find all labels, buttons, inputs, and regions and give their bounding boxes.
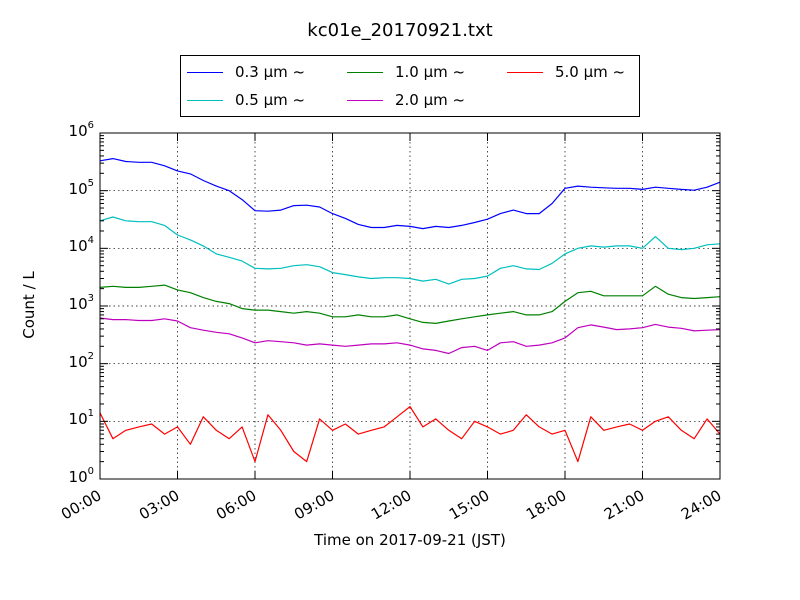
y-tick-label: 105 — [52, 177, 94, 198]
y-tick-base: 10 — [68, 237, 88, 256]
legend-item-0.3um: 0.3 μm ~ — [187, 62, 305, 82]
y-tick-base: 10 — [68, 352, 88, 371]
y-tick-exponent: 5 — [87, 177, 94, 189]
x-axis-label: Time on 2017-09-21 (JST) — [314, 531, 506, 549]
chart-title: kc01e_20170921.txt — [307, 20, 493, 41]
legend-label: 5.0 μm ~ — [555, 63, 626, 81]
grid-lines — [100, 133, 720, 479]
legend-item-2.0um: 2.0 μm ~ — [347, 90, 465, 110]
legend-item-0.5um: 0.5 μm ~ — [187, 90, 305, 110]
y-tick-exponent: 4 — [87, 235, 94, 247]
y-tick-label: 101 — [52, 408, 94, 429]
series-line-2 — [99, 284, 721, 324]
y-tick-exponent: 2 — [87, 350, 94, 362]
series-layer — [99, 158, 721, 463]
y-tick-base: 10 — [68, 295, 88, 313]
legend-label: 1.0 μm ~ — [395, 63, 466, 81]
series-line-4 — [99, 406, 721, 463]
y-tick-base: 10 — [68, 468, 88, 486]
y-tick-exponent: 6 — [87, 120, 94, 131]
y-tick-label: 102 — [52, 350, 94, 371]
legend-label: 0.5 μm ~ — [235, 91, 306, 109]
legend-item-1.0um: 1.0 μm ~ — [347, 62, 465, 82]
y-tick-label: 100 — [52, 466, 94, 486]
legend-label: 0.3 μm ~ — [235, 63, 306, 81]
y-tick-exponent: 1 — [87, 408, 94, 420]
y-tick-label: 106 — [52, 120, 94, 140]
y-tick-label: 103 — [52, 293, 94, 313]
legend-swatch — [507, 71, 543, 73]
series-line-1 — [99, 216, 721, 285]
legend-swatch — [187, 99, 223, 101]
legend-item-5.0um: 5.0 μm ~ — [507, 62, 625, 82]
y-axis-label: Count / L — [20, 271, 38, 339]
legend-swatch — [347, 71, 383, 73]
y-tick-base: 10 — [68, 179, 88, 198]
y-tick-base: 10 — [68, 122, 88, 140]
y-tick-exponent: 3 — [87, 293, 94, 304]
legend-swatch — [187, 71, 223, 73]
y-tick-base: 10 — [68, 410, 88, 429]
y-tick-exponent: 0 — [87, 466, 94, 477]
legend: 0.3 μm ~ 1.0 μm ~ 5.0 μm ~ 0.5 μm ~ 2.0 … — [180, 55, 640, 117]
axis-ticks — [99, 132, 721, 480]
legend-label: 2.0 μm ~ — [395, 91, 466, 109]
y-tick-label: 104 — [52, 235, 94, 256]
series-line-3 — [99, 317, 721, 355]
legend-swatch — [347, 99, 383, 101]
series-line-0 — [99, 158, 721, 230]
